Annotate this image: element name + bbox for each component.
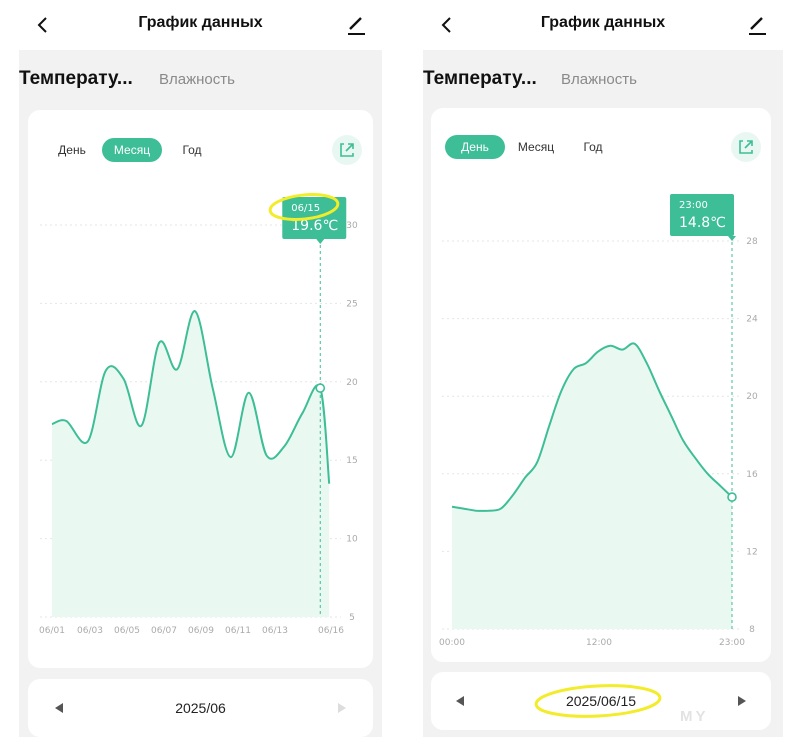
pencil-icon — [348, 17, 365, 35]
chevron-left-icon — [37, 17, 47, 33]
tab-humidity[interactable]: Влажность — [561, 71, 637, 88]
y-tick-label: 28 — [746, 237, 758, 247]
y-tick-label: 24 — [746, 315, 758, 325]
data-point-marker — [727, 492, 737, 502]
back-button[interactable] — [437, 12, 457, 38]
y-tick-label: 25 — [346, 299, 357, 309]
prev-button[interactable] — [445, 672, 475, 730]
data-point-marker — [315, 383, 326, 393]
x-tick-label: 06/11 — [225, 626, 251, 636]
share-icon — [739, 140, 753, 154]
period-month[interactable]: Месяц — [102, 138, 162, 162]
header: График данных — [19, 0, 382, 50]
tab-humidity[interactable]: Влажность — [159, 71, 235, 88]
temperature-chart-day[interactable]: 8 12 16 20 24 28 00:00 12:00 23:00 23:00 14.8℃ — [423, 0, 783, 737]
edit-button[interactable] — [745, 10, 769, 38]
metric-tabs: Температу... Влажность — [423, 52, 783, 104]
y-tick-label: 16 — [746, 470, 758, 480]
x-tick-label: 06/01 — [39, 626, 65, 636]
metric-tabs: Температу... Влажность — [19, 52, 382, 104]
tooltip-date: 06/15 — [291, 203, 320, 214]
prev-button[interactable] — [44, 679, 74, 737]
triangle-right-icon — [738, 696, 746, 706]
tooltip-date: 23:00 — [679, 200, 708, 211]
x-tick-label: 00:00 — [439, 638, 465, 648]
x-tick-label: 06/13 — [262, 626, 288, 636]
y-tick-label: 20 — [346, 378, 358, 388]
next-button[interactable] — [727, 672, 757, 730]
next-button[interactable] — [327, 679, 357, 737]
pager-date: 2025/06/15 — [565, 693, 637, 709]
date-pager: 2025/06/15 — [431, 672, 771, 730]
x-tick-label: 06/16 — [318, 626, 344, 636]
tooltip-value: 19.6℃ — [291, 218, 338, 234]
date-pager: 2025/06 — [28, 679, 373, 737]
area-fill — [52, 311, 330, 617]
right-screen: График данных Температу... Влажность Ден… — [423, 0, 783, 737]
tooltip-value: 14.8℃ — [679, 215, 726, 231]
pencil-icon — [749, 17, 766, 35]
page-title: График данных — [540, 14, 666, 31]
series-line — [51, 310, 331, 484]
header: График данных — [423, 0, 783, 50]
period-month[interactable]: Месяц — [517, 140, 555, 154]
tooltip-pointer — [316, 239, 325, 244]
area-fill — [452, 343, 732, 629]
y-tick-label: 12 — [746, 547, 757, 557]
chevron-left-icon — [441, 17, 451, 33]
period-year[interactable]: Год — [182, 143, 202, 157]
share-icon — [340, 143, 354, 157]
y-tick-label: 15 — [346, 456, 357, 466]
share-button[interactable] — [731, 132, 761, 162]
temperature-chart-month[interactable]: 5 10 15 20 25 30 06/01 06/03 06/05 06/07 06/09 06/1… — [19, 0, 382, 737]
share-button[interactable] — [332, 135, 362, 165]
triangle-left-icon — [55, 703, 63, 713]
x-tick-label: 12:00 — [586, 638, 612, 648]
y-tick-label: 5 — [349, 613, 355, 623]
x-tick-label: 06/09 — [188, 626, 214, 636]
series-line — [451, 342, 733, 512]
x-tick-label: 06/05 — [114, 626, 140, 636]
triangle-right-icon — [338, 703, 346, 713]
watermark: MY — [680, 708, 709, 725]
y-tick-label: 20 — [746, 392, 758, 402]
back-button[interactable] — [33, 12, 53, 38]
y-tick-label: 8 — [749, 625, 755, 635]
y-tick-label: 10 — [346, 535, 358, 545]
pager-date: 2025/06 — [175, 700, 226, 716]
triangle-left-icon — [456, 696, 464, 706]
period-day[interactable]: День — [58, 143, 86, 157]
period-day[interactable]: День — [445, 135, 505, 159]
tab-temperature[interactable]: Температу... — [19, 68, 133, 89]
y-tick-label: 30 — [346, 221, 358, 231]
page-title: График данных — [138, 14, 263, 31]
period-year[interactable]: Год — [583, 140, 603, 154]
x-tick-label: 06/07 — [151, 626, 177, 636]
tooltip-pointer — [728, 236, 736, 241]
tooltip-box — [670, 194, 734, 236]
x-tick-label: 06/03 — [77, 626, 103, 636]
x-tick-label: 23:00 — [719, 638, 745, 648]
left-screen: График данных Температу... Влажность Ден… — [19, 0, 382, 737]
tab-temperature[interactable]: Температу... — [423, 68, 537, 89]
edit-button[interactable] — [344, 10, 368, 38]
